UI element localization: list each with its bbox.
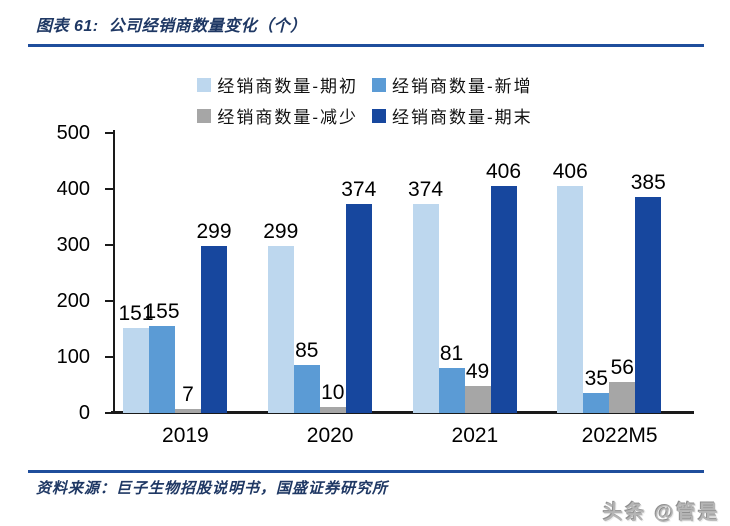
bar-经销商数量-期末-2019 [201,245,227,413]
x-axis [111,411,694,414]
figure-title: 图表 61: 公司经销商数量变化（个） [36,12,307,36]
y-tick-mark [105,244,113,246]
bar-value-label: 155 [144,300,180,324]
bar-value-label: 81 [439,341,464,365]
watermark: 头条 @管是 [602,502,720,524]
chart-legend: 经销商数量-期初 经销商数量-新增经销商数量-减少 经销商数量-期末 [0,72,730,128]
y-tick-mark [105,356,113,358]
bar-经销商数量-减少-2020 [319,407,346,413]
bar-经销商数量-期末-2022M5 [635,197,662,413]
legend-swatch-icon [197,108,212,123]
legend-swatch-icon [372,77,386,92]
bar-经销商数量-期初-2019 [123,328,149,413]
bar-经销商数量-新增-2020 [293,365,320,413]
bar-value-label: 374 [407,177,444,201]
bar-value-label: 374 [341,177,377,201]
bar-value-label: 10 [321,381,345,405]
bar-value-label: 299 [263,219,299,243]
bar-经销商数量-期初-2020 [267,245,294,413]
bar-经销商数量-新增-2022M5 [583,393,610,413]
bar-value-label: 151 [118,302,154,326]
y-axis [113,130,115,414]
legend-label: 经销商数量-期末 [392,108,533,127]
legend-swatch-icon [197,77,212,92]
y-tick-label: 0 [78,402,90,424]
bar-value-label: 49 [465,359,490,383]
legend-item: 经销商数量-减少 [197,103,358,128]
legend-label: 经销商数量-新增 [392,77,533,96]
y-tick-mark [105,188,113,190]
figure-label: 图表 61: [36,18,99,35]
x-category-label: 2020 [306,424,354,447]
bar-经销商数量-减少-2019 [175,409,201,413]
legend-label: 经销商数量-减少 [217,108,358,127]
bar-value-label: 85 [295,339,319,363]
x-category-label: 2022M5 [581,424,658,447]
figure-title-text: 公司经销商数量变化（个） [108,18,307,35]
y-tick-label: 100 [56,346,90,368]
bar-value-label: 385 [630,171,666,195]
x-category-label: 2021 [451,424,499,447]
bar-经销商数量-新增-2019 [149,326,175,413]
bar-value-label: 299 [196,219,232,243]
legend-label: 经销商数量-期初 [217,77,358,96]
y-tick-label: 500 [56,122,90,144]
source-note: 资料来源：巨子生物招股说明书，国盛证券研究所 [36,480,389,497]
legend-swatch-icon [372,108,386,123]
bottom-divider [28,470,704,473]
bar-经销商数量-减少-2022M5 [609,381,636,413]
bar-经销商数量-减少-2021 [464,385,491,413]
y-tick-label: 200 [56,290,90,312]
legend-item: 经销商数量-期初 [197,72,358,97]
legend-item: 经销商数量-新增 [372,72,533,97]
bar-经销商数量-期初-2022M5 [557,185,584,413]
y-tick-mark [105,300,113,302]
bar-经销商数量-期末-2020 [345,203,372,413]
legend-row: 经销商数量-期初 经销商数量-新增 [197,72,532,97]
x-category-label: 2019 [162,424,209,447]
bar-经销商数量-期末-2021 [490,185,517,413]
y-tick-mark [105,412,113,414]
y-tick-mark [105,132,113,134]
y-tick-label: 300 [56,234,90,256]
bar-value-label: 56 [610,355,634,379]
legend-item: 经销商数量-期末 [372,103,533,128]
bar-经销商数量-新增-2021 [438,367,465,413]
bar-经销商数量-期初-2021 [412,203,439,413]
bar-value-label: 406 [552,159,588,183]
bar-value-label: 406 [485,159,522,183]
y-tick-label: 400 [56,178,90,200]
legend-row: 经销商数量-减少 经销商数量-期末 [197,103,532,128]
bar-value-label: 35 [584,367,608,391]
bar-value-label: 7 [182,383,194,407]
top-divider [28,44,704,47]
